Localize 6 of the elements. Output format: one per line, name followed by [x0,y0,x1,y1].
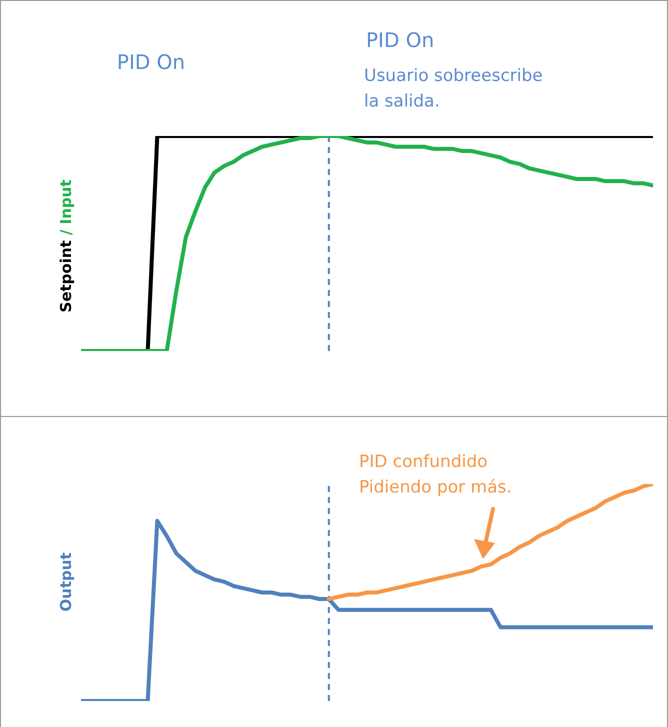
annotation: PID confundido Pidiendo por más. [359,452,512,498]
text: PID On [116,50,186,74]
text: Usuario sobreescribe la salida. [364,66,543,112]
y-axis-title: Setpoint / Input [57,180,75,312]
y-axis-title: Output [57,552,75,612]
text: PID On [366,28,434,52]
